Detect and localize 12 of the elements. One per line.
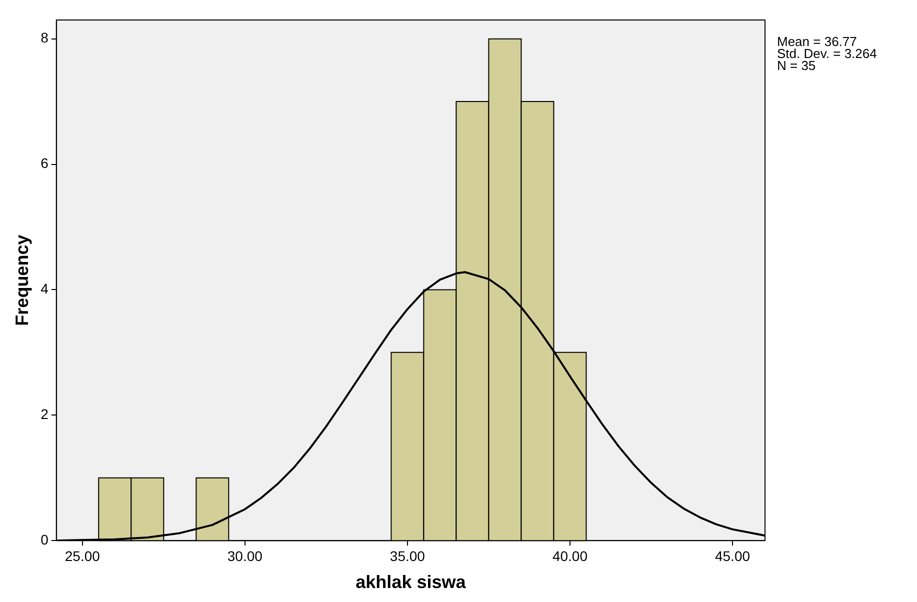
- y-axis-title: Frequency: [12, 234, 32, 326]
- x-axis-title: akhlak siswa: [356, 572, 467, 592]
- y-tick-label: 2: [40, 406, 49, 422]
- y-tick-label: 6: [40, 155, 49, 172]
- y-tick-label: 4: [40, 280, 49, 297]
- y-tick-label: 0: [40, 531, 49, 548]
- x-tick-label: 30.00: [227, 548, 263, 564]
- y-tick-label: 8: [40, 30, 49, 46]
- x-tick-label: 40.00: [552, 548, 588, 564]
- x-tick-label: 45.00: [714, 548, 750, 564]
- x-tick-label: 25.00: [64, 548, 100, 564]
- x-tick-label: 35.00: [390, 548, 426, 564]
